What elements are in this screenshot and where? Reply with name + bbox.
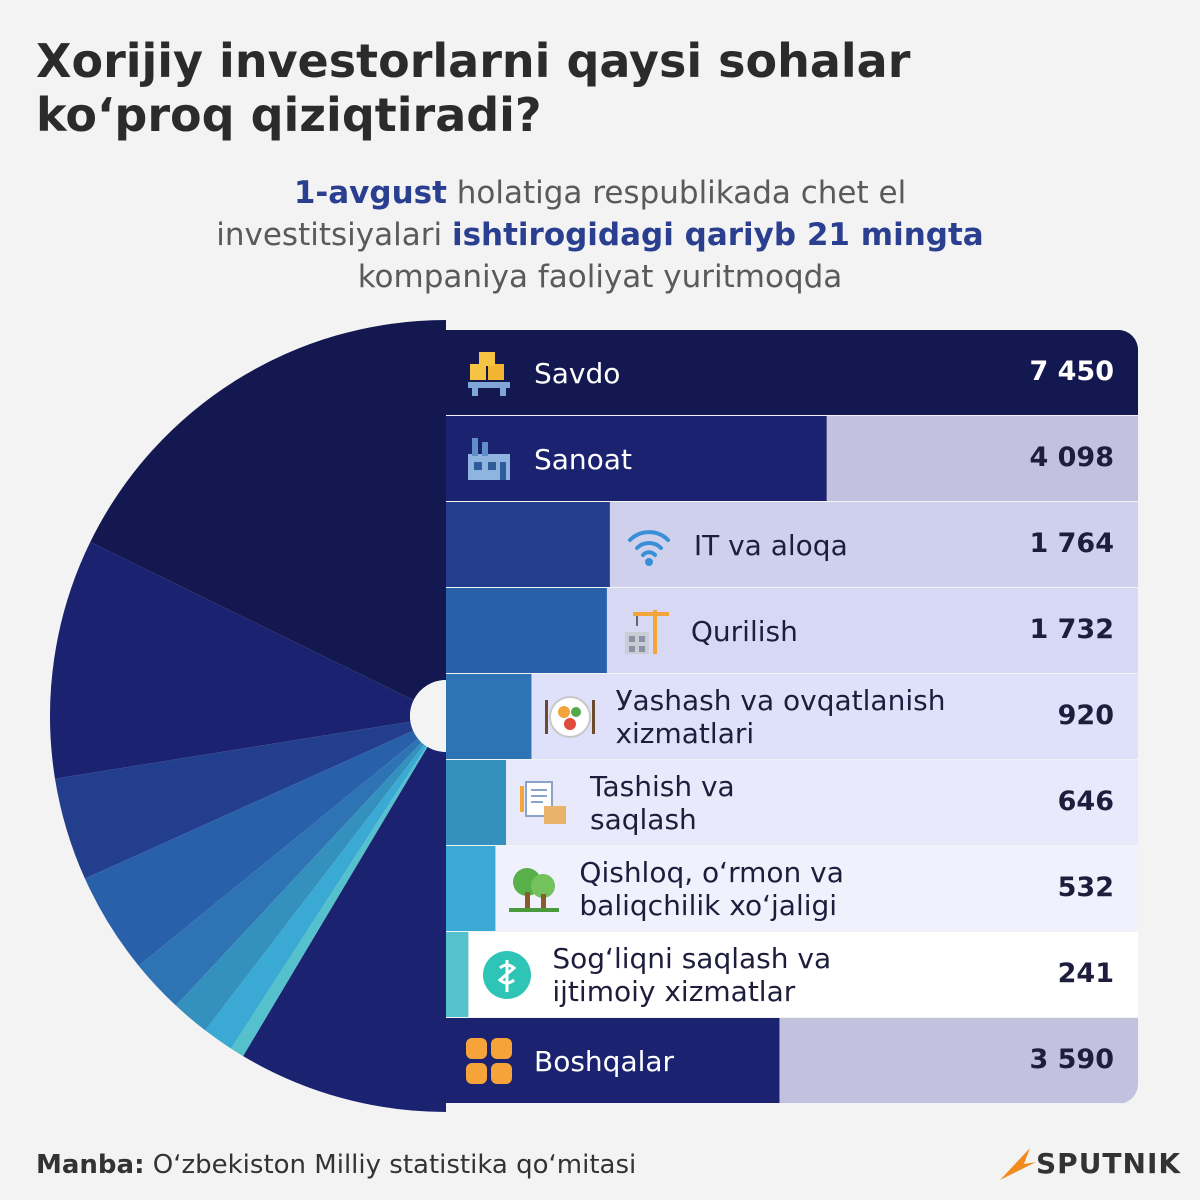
source-text: Oʻzbekiston Milliy statistika qoʻmitasi <box>144 1150 637 1180</box>
fan-slice <box>231 746 428 1057</box>
sputnik-logo-text: SPUTNIK <box>1036 1147 1182 1180</box>
fan-slice <box>175 742 425 1031</box>
page-title: Xorijiy investorlarni qaysi sohalar koʻp… <box>36 34 1156 142</box>
title-line-2: koʻproq qiziqtiradi? <box>36 88 542 142</box>
bar <box>446 760 507 846</box>
subtitle-text-2: investitsiyalari <box>216 217 452 253</box>
value-label: 1 732 <box>1029 614 1114 645</box>
category-label-line: Qurilish <box>690 614 798 648</box>
bar <box>446 674 532 760</box>
category-label-line: ijtimoiy xizmatlar <box>552 975 796 1008</box>
subtitle-date: 1-avgust <box>293 175 447 211</box>
category-label-line: Sanoat <box>534 442 632 476</box>
category-label: Qishloq, oʻrmon va baliqchilik xoʻjaligi <box>579 856 843 922</box>
bar <box>446 932 469 1018</box>
value-label: 4 098 <box>1029 442 1114 473</box>
trees-icon <box>509 868 560 912</box>
category-label: Sogʻliqni saqlash va ijtimoiy xizmatlar <box>552 942 831 1008</box>
title-line-1: Xorijiy investorlarni qaysi sohalar <box>36 34 911 88</box>
category-label: IT va aloqa <box>694 529 848 562</box>
subtitle-text-3: kompaniya faoliyat yuritmoqda <box>357 259 843 295</box>
category-label-line: baliqchilik xoʻjaligi <box>579 889 838 922</box>
subtitle: 1-avgust holatiga respublikada chet el i… <box>140 172 1060 298</box>
fan-slice <box>90 320 446 701</box>
subtitle-text-1: holatiga respublikada chet el <box>446 175 907 211</box>
fan-slice <box>54 721 414 879</box>
boxes-icon <box>468 352 510 396</box>
fan-slice <box>243 746 446 1112</box>
value-label: 241 <box>1057 958 1114 989</box>
bar <box>446 330 1138 416</box>
plate-icon <box>545 696 596 738</box>
category-label-line: IT va aloqa <box>693 528 848 562</box>
category-label-line: Qishloq, oʻrmon va <box>579 856 844 889</box>
bar-track <box>446 760 1138 846</box>
bar <box>446 1018 780 1104</box>
bar <box>446 846 496 932</box>
category-label-line: xizmatlari <box>615 717 755 750</box>
category-label: Уashash va ovqatlanish xizmatlari <box>615 684 945 750</box>
factory-icon <box>468 438 510 480</box>
category-label: Qurilish <box>691 615 798 648</box>
source-label: Manba: <box>36 1150 145 1180</box>
fan-slices <box>50 320 446 1112</box>
category-label: Sanoat <box>534 443 632 476</box>
category-label: Boshqalar <box>534 1045 674 1078</box>
bar-track <box>446 846 1138 932</box>
bars-panel <box>446 330 1138 1104</box>
value-label: 646 <box>1057 786 1114 817</box>
category-label-line: Уashash va ovqatlanish <box>615 684 946 717</box>
value-label: 3 590 <box>1029 1044 1114 1075</box>
fan-slice <box>84 730 419 966</box>
fan-slice <box>138 738 422 1006</box>
sputnik-logo-icon <box>1000 1148 1036 1180</box>
grid-icon <box>466 1038 512 1084</box>
crane-icon <box>624 610 669 654</box>
value-label: 1 764 <box>1029 528 1114 559</box>
clipboard-box-icon <box>520 781 566 824</box>
category-label-line: saqlash <box>590 803 697 836</box>
category-label-line: Tashish va <box>590 770 735 803</box>
bar <box>446 588 607 674</box>
category-label-line: Savdo <box>534 356 621 390</box>
value-label: 920 <box>1057 700 1114 731</box>
category-label-line: Boshqalar <box>534 1044 675 1078</box>
wifi-icon <box>627 530 670 566</box>
fan-slice <box>205 744 427 1049</box>
category-label-line: Sogʻliqni saqlash va <box>552 942 832 975</box>
source-note: Manba: Oʻzbekiston Milliy statistika qoʻ… <box>36 1150 636 1180</box>
value-label: 532 <box>1057 872 1114 903</box>
bar-track <box>446 932 1138 1018</box>
medical-icon <box>483 951 532 999</box>
bar <box>446 502 610 588</box>
subtitle-highlight: ishtirogidagi qariyb 21 mingta <box>451 217 984 253</box>
category-label: Tashish va saqlash <box>590 770 735 836</box>
fan-slice <box>50 542 414 779</box>
value-label: 7 450 <box>1029 356 1114 387</box>
category-label: Savdo <box>534 357 620 390</box>
